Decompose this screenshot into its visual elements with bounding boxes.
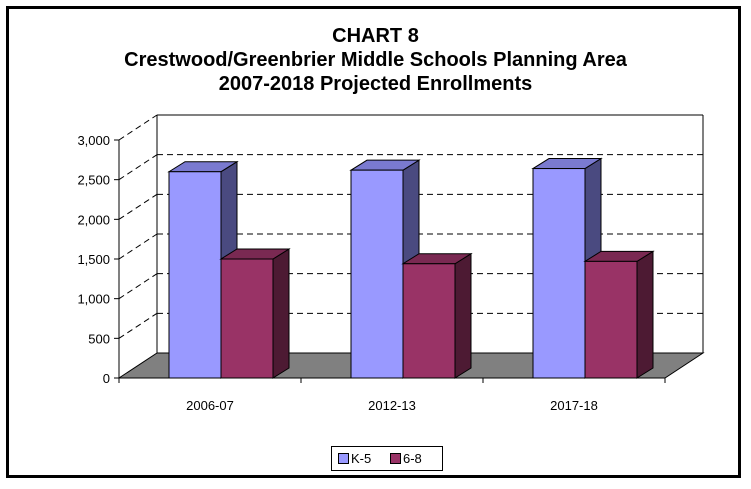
legend-swatch-k5	[338, 453, 349, 464]
gridline-side	[118, 193, 158, 220]
bar-side-6-8-2006-07	[272, 248, 290, 379]
legend-item-6-8: 6-8	[390, 451, 422, 466]
bar-6-8-2012-13	[402, 263, 456, 379]
bar-6-8-2017-18	[584, 260, 638, 379]
x-tick-label-2012-13: 2012-13	[368, 398, 416, 413]
legend-swatch-6-8	[390, 453, 401, 464]
bar-k-5-2006-07	[168, 171, 222, 379]
y-tick-label-1-000: 1,000	[77, 292, 110, 307]
legend-item-k5: K-5	[338, 451, 371, 466]
chart-title-line-3: 2007-2018 Projected Enrollments	[218, 73, 533, 95]
gridline-side	[118, 114, 158, 141]
bar-side-6-8-2012-13	[454, 252, 472, 379]
x-tick-label-2017-18: 2017-18	[550, 398, 598, 413]
chart-legend: K-5 6-8	[331, 446, 443, 471]
legend-label-6-8: 6-8	[403, 451, 422, 466]
gridline-side	[118, 312, 158, 339]
gridline-side	[118, 273, 158, 300]
bar-k-5-2017-18	[532, 168, 586, 379]
y-tick-label-2-500: 2,500	[77, 173, 110, 188]
gridline-side	[118, 154, 158, 181]
bar-side-6-8-2017-18	[636, 250, 654, 379]
y-tick-label-1-500: 1,500	[77, 252, 110, 267]
bar-6-8-2006-07	[220, 258, 274, 379]
gridline-side	[118, 233, 158, 260]
chart-title-line-1: CHART 8	[332, 25, 419, 47]
legend-label-k5: K-5	[351, 451, 372, 466]
x-tick-label-2006-07: 2006-07	[186, 398, 234, 413]
y-tick-label-0: 0	[103, 371, 110, 386]
y-tick-label-3-000: 3,000	[77, 133, 110, 148]
y-tick-label-500: 500	[88, 331, 110, 346]
bar-k-5-2012-13	[350, 169, 404, 379]
y-tick-label-2-000: 2,000	[77, 212, 110, 227]
chart-title-line-2: Crestwood/Greenbrier Middle Schools Plan…	[124, 49, 627, 71]
